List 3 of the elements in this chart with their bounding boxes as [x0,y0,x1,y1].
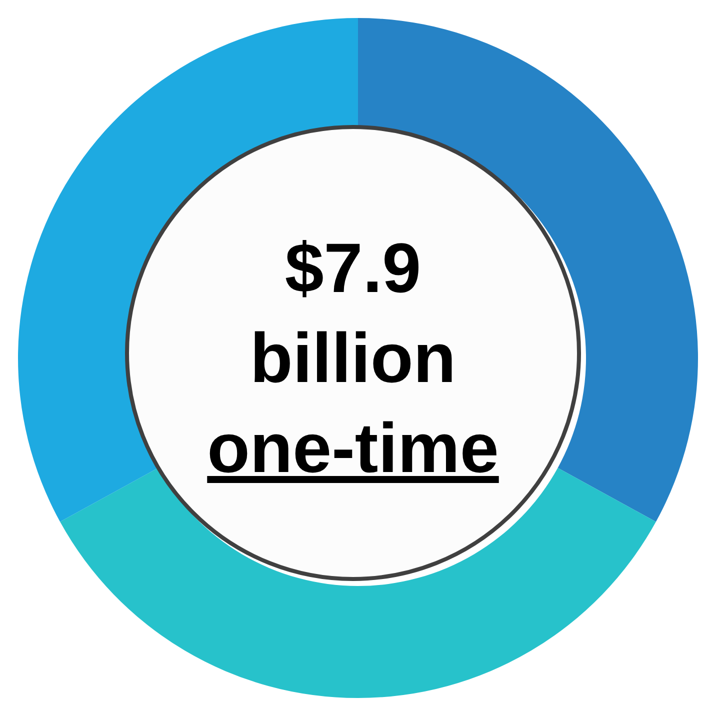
text: billion [250,319,456,397]
text: $7.9 [284,229,422,307]
text: one-time [207,409,499,487]
